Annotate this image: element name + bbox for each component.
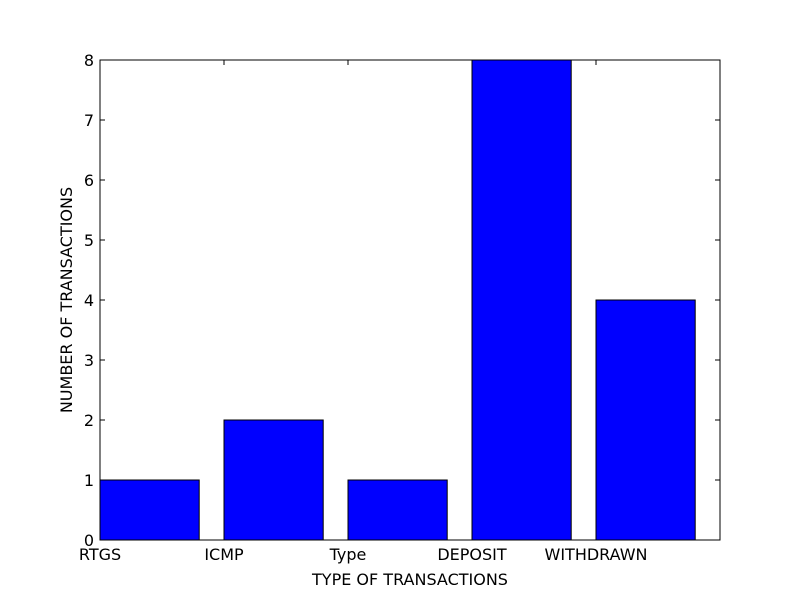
y-tick-label: 1 — [84, 471, 94, 490]
bar-type — [347, 479, 448, 541]
y-tick-label: 0 — [84, 531, 94, 550]
x-tick-label: RTGS — [79, 545, 121, 564]
y-tick-label: 7 — [84, 111, 94, 130]
x-tick-label: DEPOSIT — [437, 545, 507, 564]
y-axis-label: NUMBER OF TRANSACTIONS — [57, 187, 76, 413]
y-tick-label: 4 — [84, 291, 94, 310]
y-tick-label: 3 — [84, 351, 94, 370]
x-tick-label: WITHDRAWN — [545, 545, 648, 564]
x-axis-label: TYPE OF TRANSACTIONS — [311, 570, 508, 589]
bar-rtgs — [99, 479, 200, 541]
x-tick-label: ICMP — [204, 545, 244, 564]
bar-withdrawn — [595, 299, 696, 541]
bar-icmp — [223, 419, 324, 541]
y-tick-label: 8 — [84, 51, 94, 70]
bar-deposit — [471, 59, 572, 541]
tick-labels-group: RTGS ICMP Type DEPOSIT WITHDRAWN 0 1 2 3 4 5 6 7 8 — [79, 51, 648, 564]
y-tick-label: 2 — [84, 411, 94, 430]
y-tick-label: 5 — [84, 231, 94, 250]
x-tick-label: Type — [329, 545, 367, 564]
ticks-group — [99, 59, 720, 541]
y-tick-label: 6 — [84, 171, 94, 190]
bars-group — [99, 59, 696, 541]
